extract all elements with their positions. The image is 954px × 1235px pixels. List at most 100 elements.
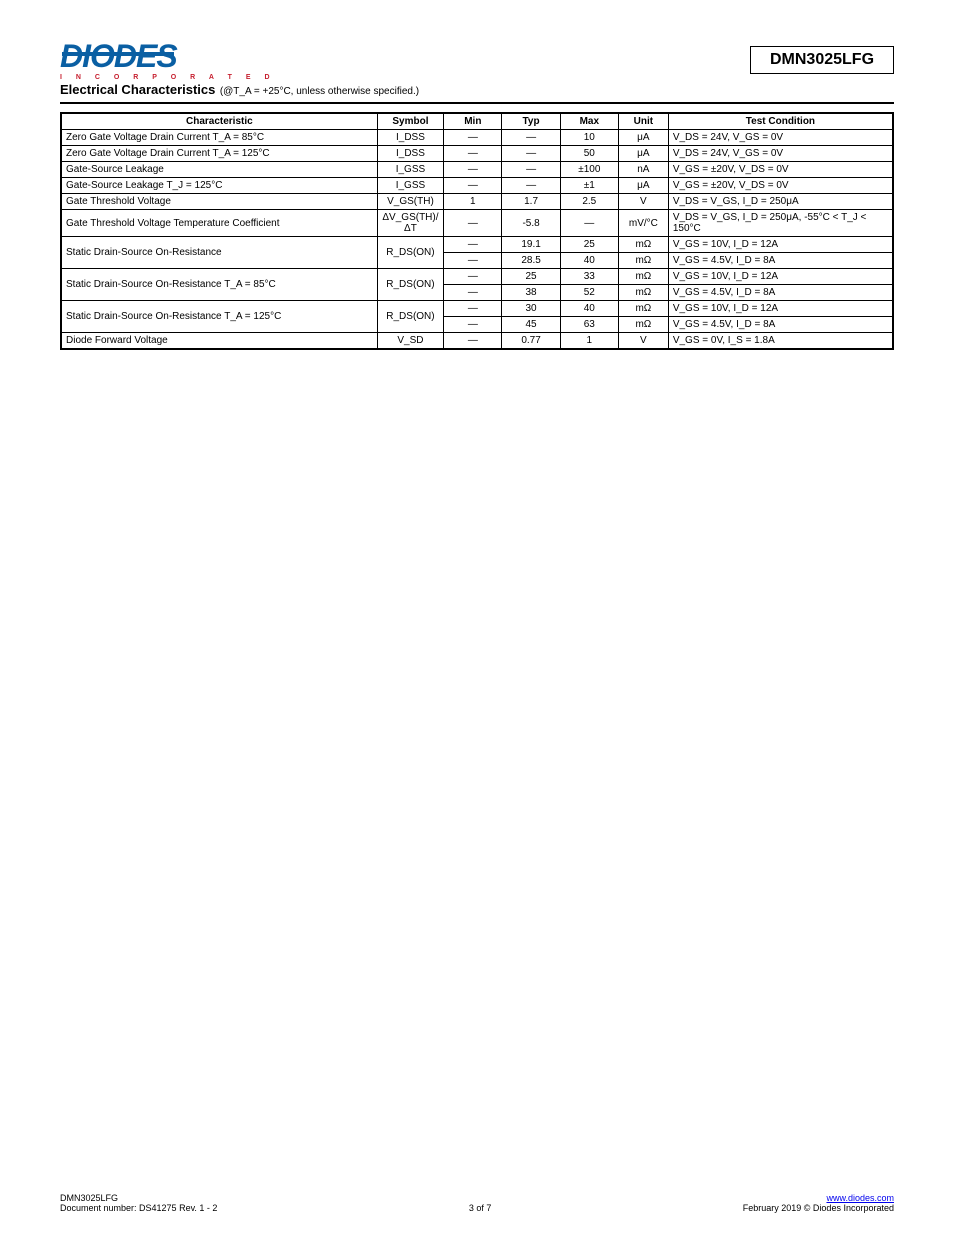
footer-page: 3 of 7	[469, 1203, 492, 1213]
cell-min: —	[444, 253, 502, 269]
col-min: Min	[444, 113, 502, 130]
cell-test-condition: V_DS = V_GS, I_D = 250μA	[668, 194, 893, 210]
table-body: Zero Gate Voltage Drain Current T_A = 85…	[61, 130, 893, 350]
footer-website-link[interactable]: www.diodes.com	[826, 1193, 894, 1203]
cell-typ: 25	[502, 269, 560, 285]
page-header: DIODES I N C O R P O R A T E D DMN3025LF…	[60, 40, 894, 81]
cell-unit: μA	[618, 178, 668, 194]
cell-symbol: I_GSS	[377, 178, 444, 194]
cell-unit: μA	[618, 130, 668, 146]
cell-max: 25	[560, 237, 618, 253]
table-row: Diode Forward VoltageV_SD—0.771VV_GS = 0…	[61, 333, 893, 350]
cell-characteristic: Zero Gate Voltage Drain Current T_A = 85…	[61, 130, 377, 146]
cell-unit: mΩ	[618, 301, 668, 317]
datasheet-page: DIODES I N C O R P O R A T E D DMN3025LF…	[0, 0, 954, 1235]
cell-typ: —	[502, 130, 560, 146]
part-number-box: DMN3025LFG	[750, 46, 894, 74]
cell-unit: mΩ	[618, 285, 668, 301]
logo-strike-bar	[62, 52, 174, 56]
cell-max: —	[560, 210, 618, 237]
cell-test-condition: V_GS = 0V, I_S = 1.8A	[668, 333, 893, 350]
cell-test-condition: V_GS = 10V, I_D = 12A	[668, 301, 893, 317]
col-characteristic: Characteristic	[61, 113, 377, 130]
cell-characteristic: Zero Gate Voltage Drain Current T_A = 12…	[61, 146, 377, 162]
cell-characteristic: Static Drain-Source On-Resistance	[61, 237, 377, 269]
cell-characteristic: Gate-Source Leakage T_J = 125°C	[61, 178, 377, 194]
table-row: Gate Threshold Voltage Temperature Coeff…	[61, 210, 893, 237]
cell-min: —	[444, 333, 502, 350]
table-row: Static Drain-Source On-Resistance T_A = …	[61, 269, 893, 285]
cell-typ: 28.5	[502, 253, 560, 269]
footer-part: DMN3025LFG	[60, 1193, 118, 1203]
cell-test-condition: V_DS = 24V, V_GS = 0V	[668, 130, 893, 146]
cell-test-condition: V_GS = ±20V, V_DS = 0V	[668, 162, 893, 178]
col-typ: Typ	[502, 113, 560, 130]
col-test-cond: Test Condition	[668, 113, 893, 130]
table-row: Gate-Source Leakage T_J = 125°CI_GSS——±1…	[61, 178, 893, 194]
cell-characteristic: Gate Threshold Voltage	[61, 194, 377, 210]
cell-symbol: I_DSS	[377, 146, 444, 162]
cell-characteristic: Static Drain-Source On-Resistance T_A = …	[61, 269, 377, 301]
cell-min: —	[444, 130, 502, 146]
cell-max: 2.5	[560, 194, 618, 210]
cell-test-condition: V_GS = 4.5V, I_D = 8A	[668, 317, 893, 333]
cell-typ: 1.7	[502, 194, 560, 210]
cell-max: 52	[560, 285, 618, 301]
cell-test-condition: V_DS = V_GS, I_D = 250μA, -55°C < T_J < …	[668, 210, 893, 237]
table-row: Static Drain-Source On-Resistance T_A = …	[61, 301, 893, 317]
cell-test-condition: V_GS = 4.5V, I_D = 8A	[668, 253, 893, 269]
section-heading: Electrical Characteristics (@T_A = +25°C…	[60, 81, 894, 99]
cell-typ: 45	[502, 317, 560, 333]
cell-symbol: V_GS(TH)	[377, 194, 444, 210]
cell-typ: -5.8	[502, 210, 560, 237]
cell-symbol: ΔV_GS(TH)/ΔT	[377, 210, 444, 237]
cell-test-condition: V_GS = ±20V, V_DS = 0V	[668, 178, 893, 194]
cell-characteristic: Diode Forward Voltage	[61, 333, 377, 350]
logo-brand: DIODES	[60, 38, 177, 74]
cell-max: 40	[560, 301, 618, 317]
section-condition: (@T_A = +25°C, unless otherwise specifie…	[220, 86, 419, 97]
table-row: Static Drain-Source On-ResistanceR_DS(ON…	[61, 237, 893, 253]
logo-tagline: I N C O R P O R A T E D	[60, 74, 276, 81]
cell-symbol: R_DS(ON)	[377, 301, 444, 333]
cell-typ: 30	[502, 301, 560, 317]
cell-test-condition: V_GS = 10V, I_D = 12A	[668, 237, 893, 253]
cell-typ: —	[502, 178, 560, 194]
company-logo: DIODES I N C O R P O R A T E D	[60, 40, 276, 81]
cell-unit: V	[618, 333, 668, 350]
cell-max: 10	[560, 130, 618, 146]
cell-unit: mΩ	[618, 269, 668, 285]
cell-min: —	[444, 162, 502, 178]
cell-characteristic: Static Drain-Source On-Resistance T_A = …	[61, 301, 377, 333]
footer-copyright: February 2019 © Diodes Incorporated	[743, 1203, 894, 1213]
cell-unit: mV/°C	[618, 210, 668, 237]
table-header-row: Characteristic Symbol Min Typ Max Unit T…	[61, 113, 893, 130]
cell-unit: mΩ	[618, 317, 668, 333]
cell-symbol: I_DSS	[377, 130, 444, 146]
cell-symbol: I_GSS	[377, 162, 444, 178]
footer-docnum: Document number: DS41275 Rev. 1 - 2	[60, 1203, 217, 1213]
cell-min: —	[444, 285, 502, 301]
cell-min: —	[444, 146, 502, 162]
cell-typ: —	[502, 162, 560, 178]
cell-max: ±1	[560, 178, 618, 194]
cell-symbol: R_DS(ON)	[377, 237, 444, 269]
table-row: Zero Gate Voltage Drain Current T_A = 12…	[61, 146, 893, 162]
cell-characteristic: Gate-Source Leakage	[61, 162, 377, 178]
table-row: Gate Threshold VoltageV_GS(TH)11.72.5VV_…	[61, 194, 893, 210]
cell-max: 1	[560, 333, 618, 350]
cell-typ: 38	[502, 285, 560, 301]
cell-characteristic: Gate Threshold Voltage Temperature Coeff…	[61, 210, 377, 237]
cell-min: —	[444, 317, 502, 333]
col-unit: Unit	[618, 113, 668, 130]
cell-test-condition: V_DS = 24V, V_GS = 0V	[668, 146, 893, 162]
table-row: Zero Gate Voltage Drain Current T_A = 85…	[61, 130, 893, 146]
cell-typ: —	[502, 146, 560, 162]
cell-max: 63	[560, 317, 618, 333]
electrical-characteristics-table: Characteristic Symbol Min Typ Max Unit T…	[60, 112, 894, 350]
cell-unit: V	[618, 194, 668, 210]
cell-max: 40	[560, 253, 618, 269]
cell-min: —	[444, 301, 502, 317]
page-footer: DMN3025LFG www.diodes.com Document numbe…	[60, 1193, 894, 1213]
cell-unit: mΩ	[618, 253, 668, 269]
